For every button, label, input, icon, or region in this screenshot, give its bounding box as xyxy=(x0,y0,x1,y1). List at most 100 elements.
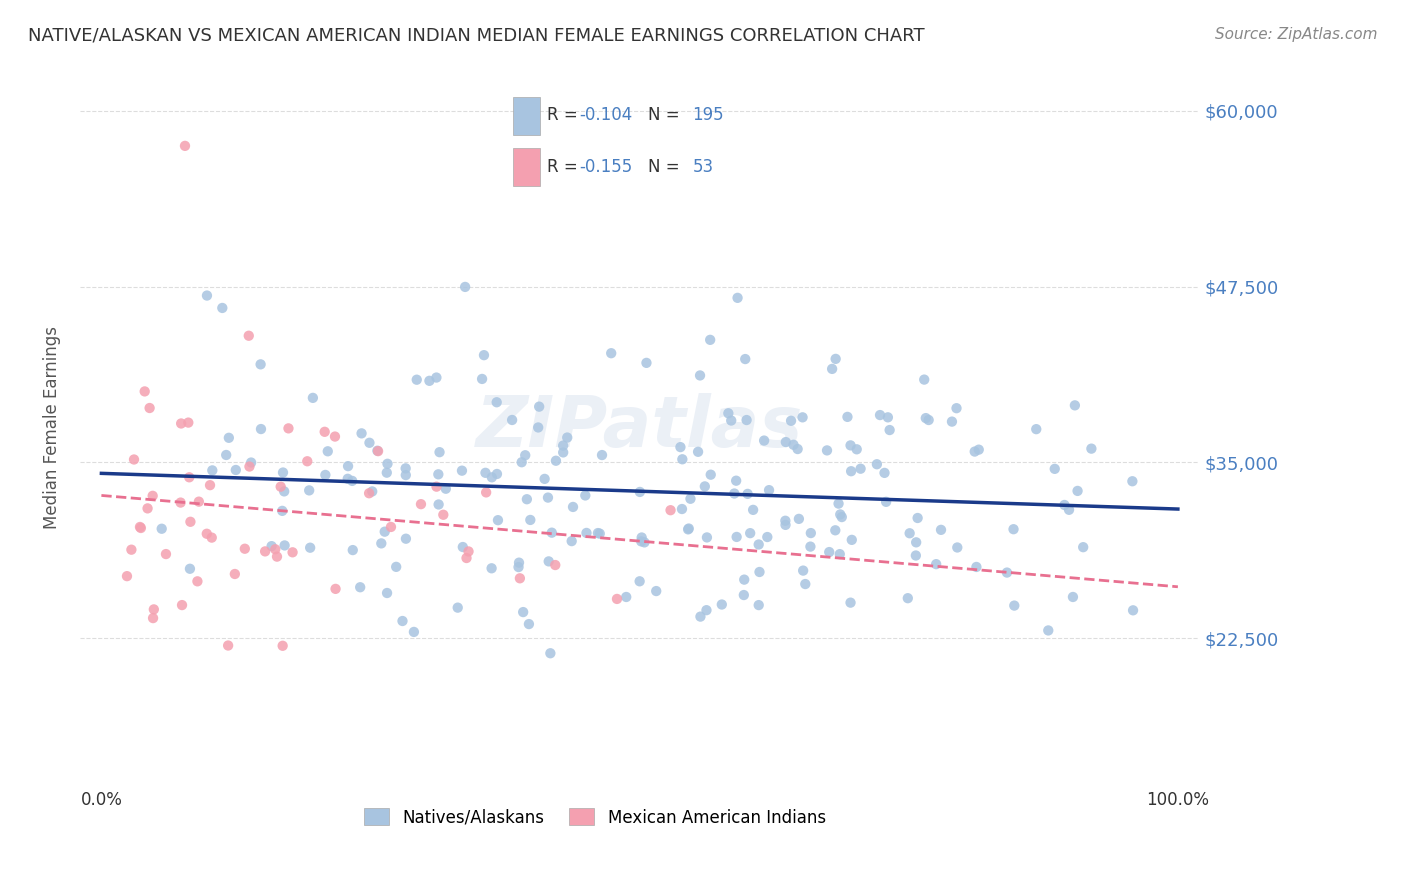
Point xyxy=(451,540,474,554)
Point xyxy=(1066,483,1088,498)
Point xyxy=(717,406,740,420)
Point xyxy=(120,542,142,557)
Point xyxy=(1080,442,1102,456)
Point xyxy=(821,362,844,376)
Point xyxy=(723,486,745,500)
Point xyxy=(735,413,758,427)
Point xyxy=(179,562,201,576)
Point xyxy=(636,356,658,370)
Point xyxy=(299,541,322,555)
Point xyxy=(340,474,363,488)
Point xyxy=(375,466,398,480)
Point xyxy=(941,415,963,429)
Point xyxy=(486,513,509,527)
Point xyxy=(945,401,967,416)
Point xyxy=(1063,398,1085,412)
Point xyxy=(831,510,853,524)
Point xyxy=(1122,603,1144,617)
Point xyxy=(912,373,935,387)
Point xyxy=(699,333,721,347)
Point xyxy=(225,463,247,477)
Point xyxy=(179,515,201,529)
Point xyxy=(537,554,560,568)
Point xyxy=(195,288,218,302)
Point xyxy=(839,438,862,452)
Point xyxy=(427,467,450,482)
Point xyxy=(418,374,440,388)
Point xyxy=(710,598,733,612)
Point xyxy=(375,586,398,600)
Point xyxy=(733,573,755,587)
Point xyxy=(142,602,165,616)
Point xyxy=(366,443,388,458)
Legend: Natives/Alaskans, Mexican American Indians: Natives/Alaskans, Mexican American India… xyxy=(356,800,834,835)
Point xyxy=(589,526,612,541)
Point xyxy=(1071,540,1094,554)
Point xyxy=(201,463,224,477)
Point xyxy=(395,461,418,475)
Point xyxy=(645,584,668,599)
Point xyxy=(586,526,609,541)
Point xyxy=(727,291,749,305)
Point xyxy=(447,600,470,615)
Point xyxy=(630,531,652,545)
Point xyxy=(314,467,336,482)
Point xyxy=(606,591,628,606)
Point xyxy=(142,489,165,503)
Point xyxy=(177,416,200,430)
Point xyxy=(907,511,929,525)
Point xyxy=(1062,590,1084,604)
Point xyxy=(830,508,852,522)
Point xyxy=(752,434,775,448)
Point xyxy=(350,426,373,441)
Point xyxy=(472,348,495,362)
Point xyxy=(678,522,700,536)
Point xyxy=(115,569,138,583)
Point xyxy=(786,442,808,456)
Point xyxy=(359,435,381,450)
Point xyxy=(198,478,221,492)
Point xyxy=(233,541,256,556)
Point xyxy=(457,544,479,558)
Point xyxy=(841,533,863,547)
Point xyxy=(512,605,534,619)
Point xyxy=(434,482,457,496)
Point xyxy=(471,372,494,386)
Point xyxy=(273,484,295,499)
Point xyxy=(929,523,952,537)
Point xyxy=(540,525,562,540)
Point xyxy=(395,532,418,546)
Point xyxy=(485,395,508,409)
Point xyxy=(281,545,304,559)
Point xyxy=(748,565,770,579)
Point xyxy=(271,639,294,653)
Point xyxy=(186,574,208,589)
Point xyxy=(429,445,451,459)
Point xyxy=(264,542,287,557)
Point xyxy=(249,357,271,371)
Point xyxy=(432,508,454,522)
Point xyxy=(138,401,160,415)
Point xyxy=(917,413,939,427)
Point xyxy=(169,495,191,509)
Point xyxy=(659,503,682,517)
Point xyxy=(374,524,396,539)
Point xyxy=(517,617,540,632)
Point xyxy=(485,467,508,481)
Point xyxy=(170,598,193,612)
Point xyxy=(337,459,360,474)
Point xyxy=(1121,475,1143,489)
Point xyxy=(628,485,651,500)
Point xyxy=(676,522,699,536)
Point xyxy=(799,540,821,554)
Point xyxy=(527,420,550,434)
Point xyxy=(562,500,585,514)
Point xyxy=(544,454,567,468)
Point xyxy=(679,491,702,506)
Point xyxy=(224,566,246,581)
Point xyxy=(824,351,846,366)
Point xyxy=(238,328,260,343)
Point xyxy=(671,502,693,516)
Point xyxy=(380,520,402,534)
Point xyxy=(1002,522,1025,536)
